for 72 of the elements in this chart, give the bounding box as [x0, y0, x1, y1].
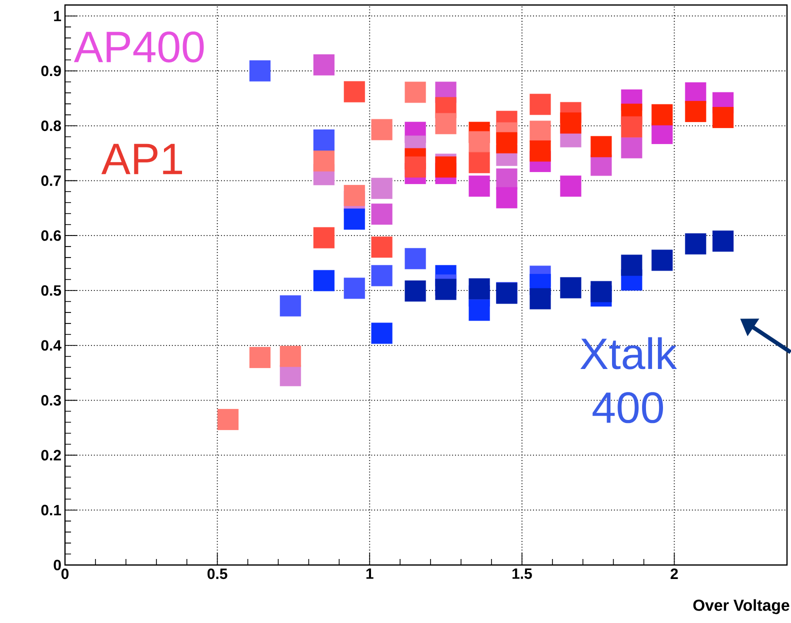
point	[344, 184, 365, 206]
point	[249, 346, 271, 368]
y-tick-label: 0	[54, 560, 61, 570]
point	[560, 176, 582, 197]
x-tick-label: 1.5	[512, 568, 532, 579]
point	[344, 208, 365, 230]
y-tick-label: 0.2	[41, 450, 61, 460]
point	[344, 278, 365, 299]
y-tick-label: 0.7	[41, 175, 61, 186]
point	[371, 265, 392, 286]
point	[685, 100, 706, 122]
point	[313, 150, 335, 172]
point	[404, 82, 426, 103]
point	[468, 152, 490, 174]
point	[435, 113, 456, 134]
point	[313, 227, 335, 248]
point	[652, 250, 673, 271]
point	[468, 131, 490, 152]
point	[468, 278, 490, 300]
point	[404, 280, 426, 302]
point	[530, 288, 551, 310]
point	[652, 104, 673, 126]
x-tick-label: 2	[670, 568, 678, 579]
point	[371, 236, 392, 258]
point	[530, 140, 551, 162]
point	[435, 278, 456, 300]
y-tick-label: 0.4	[41, 340, 62, 351]
point	[280, 346, 301, 367]
point	[468, 300, 490, 321]
point	[560, 112, 582, 134]
point	[590, 136, 612, 158]
point	[712, 230, 734, 252]
point	[685, 233, 706, 254]
point	[280, 295, 301, 316]
y-tick-label: 0.9	[41, 66, 61, 76]
x-tick-label: 1	[366, 568, 374, 579]
point	[371, 204, 392, 225]
point	[280, 365, 301, 386]
point	[313, 54, 335, 76]
point	[371, 178, 392, 199]
series-label: Xtalk 400	[580, 337, 677, 424]
point	[496, 187, 518, 208]
point	[313, 270, 335, 292]
point	[712, 106, 734, 128]
y-tick-label: 0.6	[41, 230, 61, 241]
point	[621, 116, 642, 138]
x-tick-label: 0	[61, 568, 69, 580]
point	[621, 254, 642, 276]
y-tick-label: 0.3	[41, 394, 61, 406]
point	[313, 129, 335, 151]
point	[530, 94, 551, 115]
y-tick-label: 1	[54, 10, 62, 22]
point	[468, 176, 490, 197]
x-tick-label: 0.5	[208, 568, 228, 580]
point	[496, 132, 518, 154]
y-tick-label: 0.5	[41, 285, 62, 296]
point	[344, 81, 365, 102]
point	[590, 281, 612, 302]
point	[249, 60, 271, 82]
text: AP1	[101, 144, 182, 174]
text: AP400	[74, 31, 204, 63]
y-tick-label: 0.8	[41, 120, 62, 132]
point	[404, 156, 426, 178]
point	[217, 408, 239, 430]
point	[404, 248, 426, 270]
point	[560, 277, 582, 298]
point	[371, 322, 392, 344]
point	[530, 120, 551, 142]
point	[621, 137, 642, 158]
y-tick-label: 0.1	[41, 504, 62, 516]
point	[371, 119, 392, 140]
x-axis-title: Over Voltage	[693, 599, 790, 614]
